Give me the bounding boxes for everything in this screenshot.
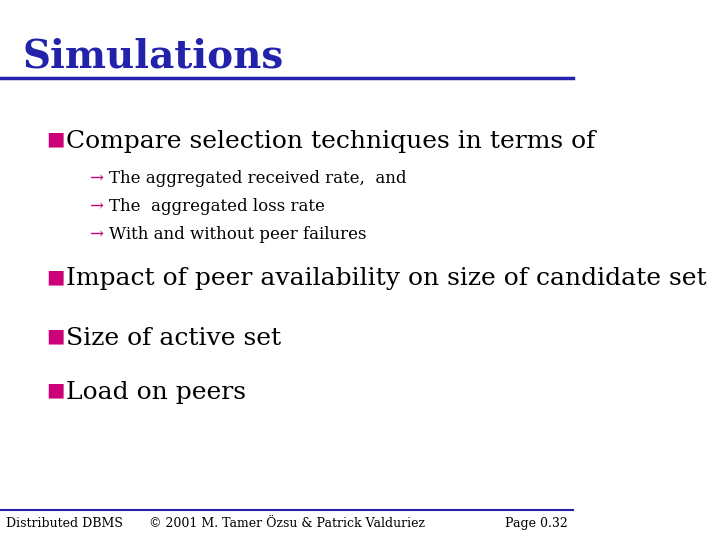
Text: →: → (89, 226, 103, 243)
Text: The  aggregated loss rate: The aggregated loss rate (109, 198, 325, 215)
Text: Compare selection techniques in terms of: Compare selection techniques in terms of (66, 130, 595, 153)
Text: ■: ■ (46, 327, 64, 346)
Text: Page 0.32: Page 0.32 (505, 517, 567, 530)
Text: Size of active set: Size of active set (66, 327, 281, 350)
Text: →: → (89, 198, 103, 215)
Text: →: → (89, 170, 103, 187)
Text: With and without peer failures: With and without peer failures (109, 226, 366, 243)
Text: Impact of peer availability on size of candidate set: Impact of peer availability on size of c… (66, 267, 706, 291)
Text: ■: ■ (46, 267, 64, 286)
Text: Load on peers: Load on peers (66, 381, 246, 404)
Text: ■: ■ (46, 381, 64, 400)
Text: The aggregated received rate,  and: The aggregated received rate, and (109, 170, 406, 187)
Text: Distributed DBMS: Distributed DBMS (6, 517, 122, 530)
Text: Simulations: Simulations (23, 38, 284, 76)
Text: © 2001 M. Tamer Özsu & Patrick Valduriez: © 2001 M. Tamer Özsu & Patrick Valduriez (148, 517, 425, 530)
Text: ■: ■ (46, 130, 64, 148)
